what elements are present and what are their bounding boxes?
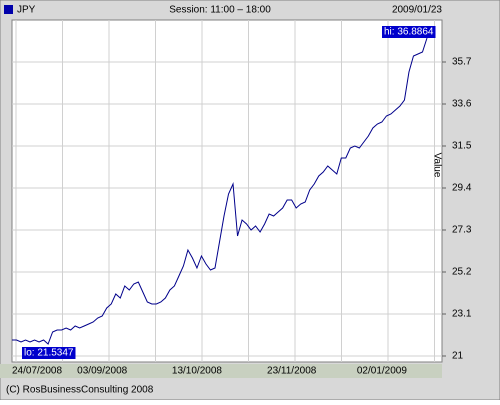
y-tick-label: 25.2 xyxy=(452,267,472,278)
annotation-box xyxy=(382,26,436,38)
y-tick-label: 35.7 xyxy=(452,57,472,68)
y-tick-label: 21 xyxy=(452,351,464,362)
date: 2009/01/23 xyxy=(392,5,442,16)
plot-area xyxy=(11,19,443,363)
x-tick-label: 03/09/2008 xyxy=(77,366,127,377)
y-tick-label: 29.4 xyxy=(452,183,472,194)
line-series xyxy=(12,37,428,345)
x-tick-label: 24/07/2008 xyxy=(12,366,62,377)
y-tick-label: 33.6 xyxy=(452,99,472,110)
y-tick-label: 31.5 xyxy=(452,141,472,152)
x-tick-label: 13/10/2008 xyxy=(172,366,222,377)
x-axis-band xyxy=(0,364,442,378)
annotation: hi: 36.8864 xyxy=(384,27,434,38)
x-tick-label: 02/01/2009 xyxy=(357,366,407,377)
y-axis-label: Value xyxy=(431,153,442,178)
legend-swatch xyxy=(4,5,13,14)
y-tick-label: 23.1 xyxy=(452,309,472,320)
annotation-box xyxy=(22,347,76,359)
y-tick-label: 27.3 xyxy=(452,225,472,236)
session: Session: 11:00 – 18:00 xyxy=(169,5,271,16)
annotation: lo: 21.5347 xyxy=(24,348,74,359)
x-tick-label: 23/11/2008 xyxy=(267,366,317,377)
legend-label: JPY xyxy=(17,5,36,16)
footer: (C) RosBusinessConsulting 2008 xyxy=(6,385,154,396)
